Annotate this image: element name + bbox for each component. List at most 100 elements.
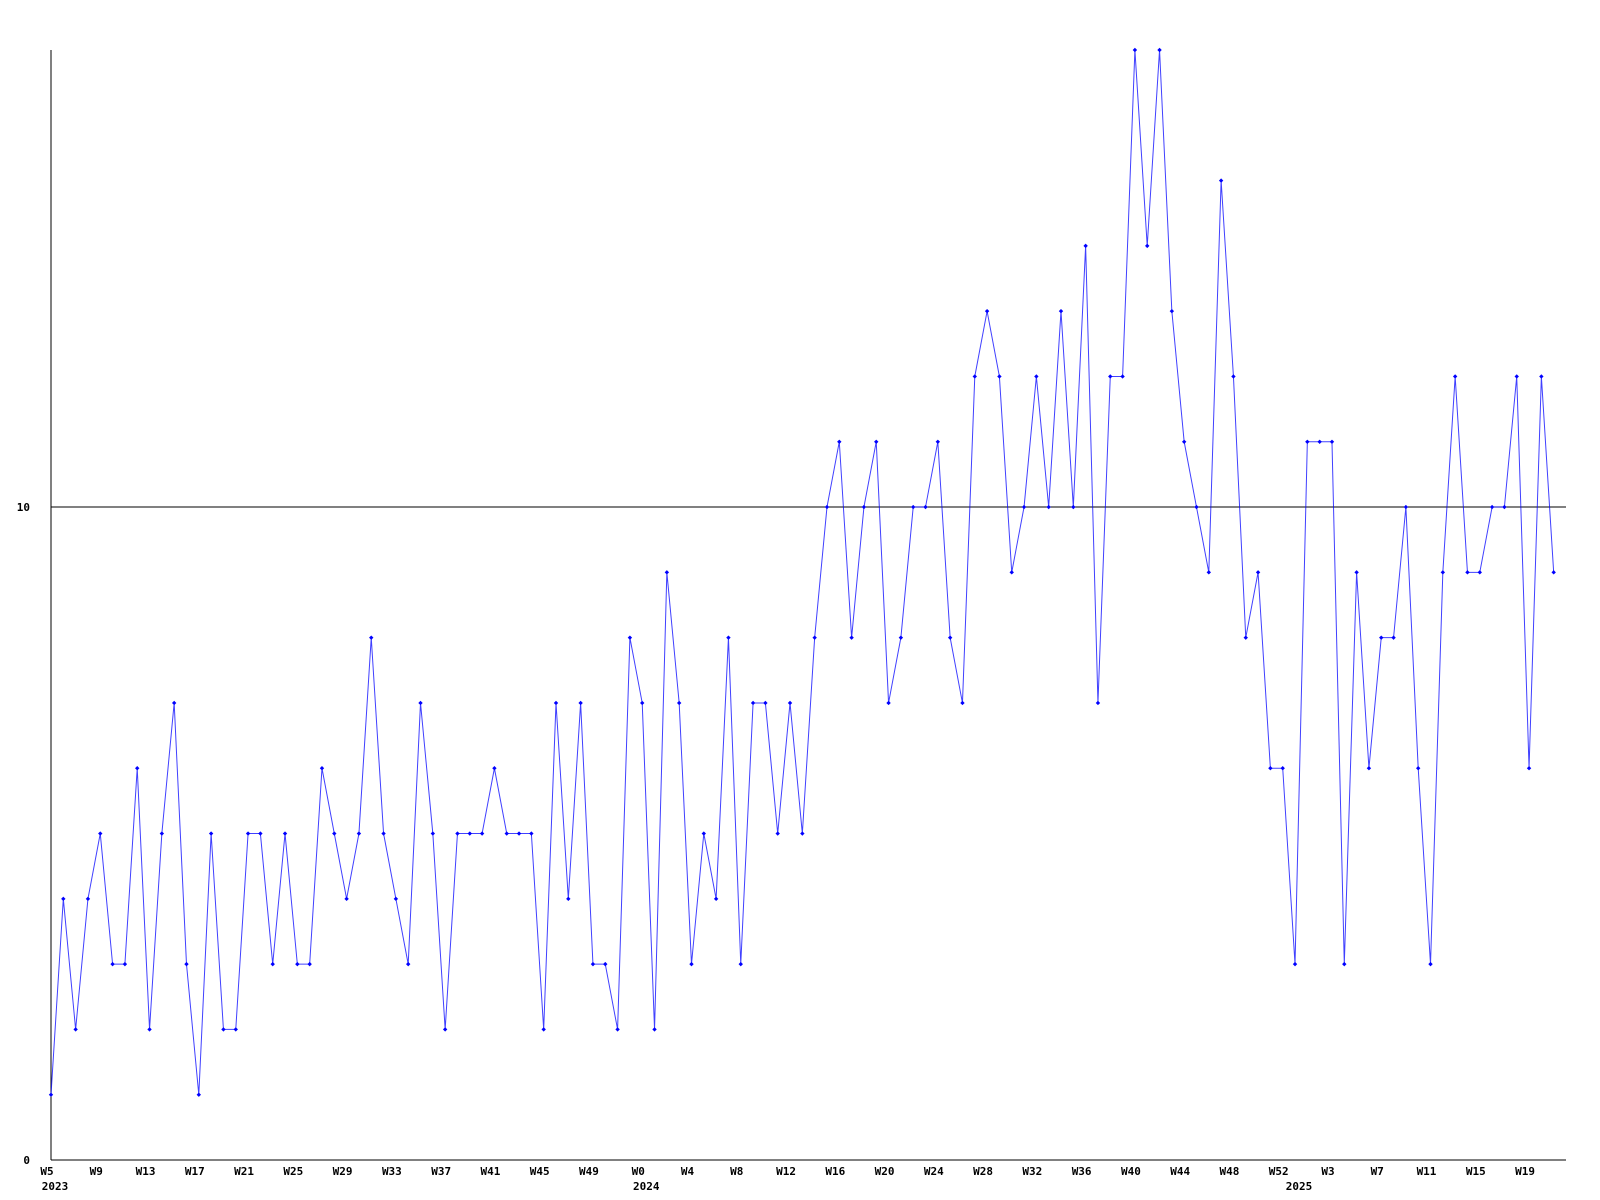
data-point — [1428, 961, 1433, 967]
data-point — [1034, 374, 1039, 379]
x-tick-label: W19 — [1515, 1165, 1535, 1178]
data-point — [1021, 504, 1027, 510]
data-point — [960, 700, 965, 706]
data-point — [1046, 504, 1051, 510]
data-point — [1095, 700, 1101, 706]
data-point — [196, 1092, 202, 1097]
data-point — [110, 961, 115, 967]
data-point — [1317, 439, 1322, 444]
data-point — [516, 831, 522, 836]
x-tick-label: W9 — [90, 1165, 103, 1178]
data-point — [504, 831, 509, 836]
data-point — [381, 831, 386, 836]
data-point — [874, 439, 879, 444]
x-tick-label: W48 — [1220, 1165, 1240, 1178]
data-point — [603, 961, 608, 967]
data-point — [122, 961, 128, 967]
data-point — [886, 700, 891, 706]
x-tick-label: W28 — [973, 1165, 993, 1178]
data-point — [800, 831, 805, 836]
data-point — [947, 635, 953, 640]
x-tick-label: W4 — [681, 1165, 695, 1178]
data-point — [984, 308, 990, 314]
data-point — [923, 504, 928, 510]
data-point — [1108, 374, 1113, 379]
data-point — [1009, 570, 1014, 575]
data-point — [344, 896, 349, 902]
data-point — [1514, 374, 1519, 379]
data-point — [1305, 439, 1310, 444]
data-point — [1243, 635, 1248, 640]
data-point — [689, 961, 694, 967]
data-point — [159, 831, 165, 836]
data-point — [245, 831, 251, 836]
x-tick-label: W49 — [579, 1165, 599, 1178]
data-point — [837, 439, 842, 444]
data-point — [85, 896, 91, 902]
data-point — [184, 961, 189, 967]
x-tick-label: W40 — [1121, 1165, 1141, 1178]
data-point — [1181, 439, 1187, 444]
x-tick-label: W25 — [283, 1165, 303, 1178]
data-point — [332, 831, 337, 836]
x-tick-label: W36 — [1072, 1165, 1092, 1178]
data-point — [1342, 961, 1347, 967]
data-point — [405, 961, 411, 967]
x-tick-label: W8 — [730, 1165, 743, 1178]
data-point — [1083, 243, 1088, 249]
data-point — [590, 961, 596, 967]
x-tick-label: W32 — [1022, 1165, 1042, 1178]
x-tick-label: W21 — [234, 1165, 254, 1178]
x-tick-label: W13 — [136, 1165, 156, 1178]
data-point — [775, 831, 780, 836]
data-point — [1329, 439, 1335, 444]
x-tick-label: W5 — [40, 1165, 53, 1178]
data-point — [1354, 570, 1359, 575]
data-point — [1489, 504, 1495, 510]
data-point — [910, 504, 916, 510]
data-point — [393, 896, 399, 902]
data-point — [1071, 504, 1076, 510]
data-point — [1194, 504, 1199, 510]
data-point — [1452, 374, 1458, 379]
data-point — [282, 831, 288, 836]
data-point — [147, 1027, 152, 1032]
x-tick-label: W29 — [333, 1165, 353, 1178]
data-point — [1415, 766, 1421, 771]
data-point — [1477, 570, 1482, 575]
x-tick-label: W45 — [530, 1165, 550, 1178]
data-point — [208, 831, 214, 836]
data-point — [171, 700, 177, 706]
data-point — [1551, 570, 1556, 575]
data-point — [492, 766, 497, 771]
x-tick-label: W12 — [776, 1165, 796, 1178]
data-point — [849, 635, 854, 640]
data-point — [221, 1027, 226, 1032]
data-point — [73, 1027, 78, 1032]
x-tick-label: W52 — [1269, 1165, 1289, 1178]
data-point — [1379, 635, 1384, 640]
data-point — [1145, 243, 1150, 249]
y-tick-label: 0 — [23, 1154, 30, 1167]
year-label: 2025 — [1286, 1180, 1313, 1193]
data-line — [50, 49, 1555, 1095]
data-point — [824, 504, 830, 510]
data-point — [1292, 961, 1298, 967]
data-point — [812, 635, 817, 640]
x-tick-label: W7 — [1371, 1165, 1384, 1178]
x-tick-label: W24 — [924, 1165, 944, 1178]
data-point — [1132, 47, 1138, 53]
data-point — [738, 961, 743, 967]
data-point — [1366, 766, 1372, 771]
data-point — [763, 700, 768, 706]
data-point — [455, 831, 460, 836]
x-tick-label: W16 — [825, 1165, 845, 1178]
data-point — [713, 896, 719, 902]
data-point — [750, 700, 756, 706]
data-point — [664, 570, 670, 575]
data-point — [467, 831, 472, 836]
x-tick-label: W20 — [875, 1165, 895, 1178]
data-point — [787, 700, 793, 706]
data-point — [1502, 504, 1507, 510]
